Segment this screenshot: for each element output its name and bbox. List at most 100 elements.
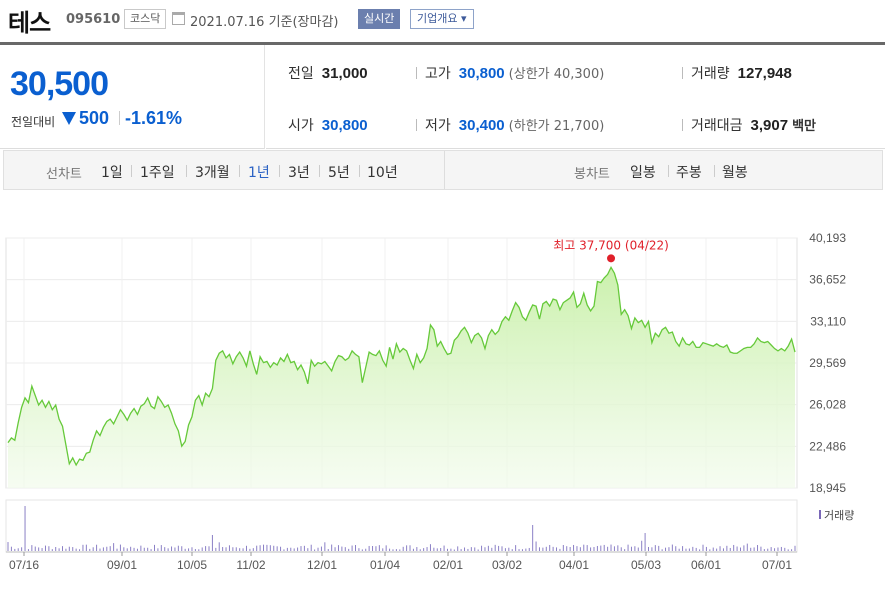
volume-bar bbox=[222, 547, 224, 551]
base-date: 2021.07.16 기준(장마감) bbox=[190, 15, 339, 30]
volume-bar bbox=[51, 549, 53, 551]
volume-bar bbox=[774, 548, 776, 551]
volume-bar bbox=[467, 548, 469, 551]
volume-bar bbox=[167, 548, 169, 551]
stat-value: 30,800 bbox=[458, 65, 505, 82]
volume-bar bbox=[501, 546, 503, 551]
volume-bar bbox=[498, 545, 500, 551]
tab-3y[interactable]: 3년 bbox=[288, 165, 310, 181]
volume-bar bbox=[58, 548, 60, 551]
stat-separator bbox=[416, 67, 417, 79]
volume-bar bbox=[695, 547, 697, 551]
volume-bar bbox=[239, 548, 241, 551]
tab-monthly[interactable]: 월봉 bbox=[722, 165, 748, 181]
volume-bar bbox=[276, 546, 278, 551]
volume-bar bbox=[160, 545, 162, 551]
volume-bar bbox=[314, 549, 316, 551]
volume-bar bbox=[150, 549, 152, 551]
stat-sub: (하한가 21,700) bbox=[508, 119, 605, 134]
volume-bar bbox=[521, 549, 523, 551]
volume-bar bbox=[171, 546, 173, 551]
volume-bar bbox=[24, 506, 26, 551]
stat-label: 거래대금 bbox=[691, 118, 743, 134]
volume-bar bbox=[228, 545, 230, 551]
realtime-button[interactable]: 실시간 bbox=[358, 9, 401, 29]
volume-bar bbox=[423, 548, 425, 551]
volume-bar bbox=[177, 545, 179, 551]
volume-bar bbox=[477, 549, 479, 551]
volume-bar bbox=[198, 549, 200, 551]
volume-bar bbox=[140, 545, 142, 551]
volume-bar bbox=[273, 545, 275, 551]
stat-high: 고가 30,800 (상한가 40,300) bbox=[416, 63, 604, 83]
volume-bar bbox=[378, 545, 380, 551]
volume-bar bbox=[586, 545, 588, 551]
volume-bar bbox=[736, 546, 738, 551]
volume-bar bbox=[358, 548, 360, 551]
volume-bar bbox=[355, 545, 357, 551]
volume-bar bbox=[143, 547, 145, 551]
volume-bar bbox=[716, 548, 718, 551]
stock-code: 095610 bbox=[66, 12, 121, 27]
tab-separator bbox=[186, 165, 187, 177]
volume-bar bbox=[777, 547, 779, 551]
volume-bar bbox=[508, 547, 510, 551]
volume-bar bbox=[211, 535, 213, 551]
volume-bar bbox=[780, 546, 782, 551]
tab-3m[interactable]: 3개월 bbox=[195, 165, 230, 181]
tabs-divider bbox=[444, 151, 445, 189]
volume-bar bbox=[733, 544, 735, 551]
volume-legend: 거래량 bbox=[824, 509, 854, 522]
volume-bar bbox=[399, 549, 401, 551]
volume-bar bbox=[559, 548, 561, 551]
x-tick-label: 03/02 bbox=[492, 558, 522, 572]
tab-1y[interactable]: 1년 bbox=[248, 165, 270, 181]
volume-bar bbox=[17, 548, 19, 551]
volume-bar bbox=[242, 548, 244, 551]
volume-bar bbox=[14, 548, 16, 551]
volume-bar bbox=[620, 547, 622, 551]
tab-1d[interactable]: 1일 bbox=[101, 165, 123, 181]
volume-bar bbox=[44, 545, 46, 551]
volume-bar bbox=[208, 546, 210, 551]
tab-10y[interactable]: 10년 bbox=[367, 165, 398, 181]
volume-bar bbox=[651, 547, 653, 551]
volume-bar bbox=[89, 548, 91, 551]
volume-bar bbox=[259, 545, 261, 551]
down-arrow-icon bbox=[62, 112, 76, 125]
volume-bar bbox=[474, 547, 476, 551]
volume-bar bbox=[280, 546, 282, 551]
volume-bar bbox=[525, 548, 527, 551]
tab-separator bbox=[239, 165, 240, 177]
tab-daily[interactable]: 일봉 bbox=[630, 165, 656, 181]
volume-bar bbox=[460, 549, 462, 551]
stock-name: 테스 bbox=[8, 9, 51, 37]
volume-bar bbox=[535, 541, 537, 551]
x-tick-label: 09/01 bbox=[107, 558, 137, 572]
volume-bar bbox=[573, 544, 575, 551]
volume-bar bbox=[757, 545, 759, 551]
volume-bar bbox=[368, 545, 370, 551]
volume-bar bbox=[205, 546, 207, 551]
volume-bar bbox=[610, 544, 612, 551]
stat-open: 시가 30,800 bbox=[288, 115, 368, 135]
volume-bar bbox=[348, 548, 350, 551]
tab-5y[interactable]: 5년 bbox=[328, 165, 350, 181]
company-overview-dropdown[interactable]: 기업개요 ▾ bbox=[410, 9, 474, 29]
volume-bar bbox=[283, 549, 285, 551]
volume-bar bbox=[7, 542, 9, 551]
tab-weekly[interactable]: 주봉 bbox=[676, 165, 702, 181]
volume-bar bbox=[65, 548, 67, 551]
volume-bar bbox=[504, 548, 506, 551]
volume-bar bbox=[331, 544, 333, 551]
tab-separator bbox=[319, 165, 320, 177]
volume-bar bbox=[746, 543, 748, 551]
volume-bar bbox=[593, 547, 595, 551]
stat-label: 거래량 bbox=[691, 66, 730, 82]
volume-bar bbox=[327, 549, 329, 551]
volume-bar bbox=[72, 547, 74, 551]
tab-1w[interactable]: 1주일 bbox=[140, 165, 175, 181]
stat-label: 저가 bbox=[425, 118, 451, 134]
stat-unit: 백만 bbox=[792, 119, 816, 134]
volume-bar bbox=[596, 545, 598, 551]
